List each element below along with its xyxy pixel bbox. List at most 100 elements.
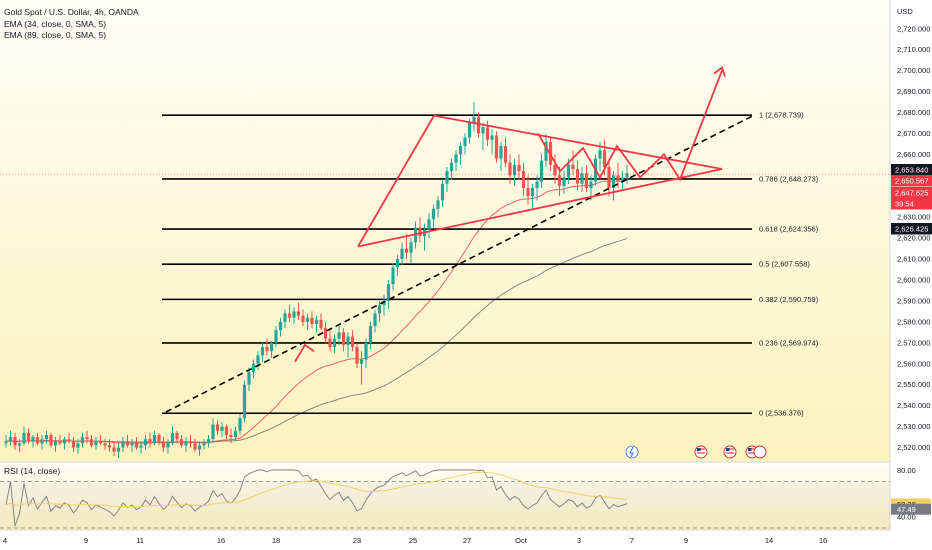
legend-rsi[interactable]: RSI (14, close)	[4, 466, 61, 476]
candle-body	[566, 164, 571, 178]
fibonacci-levels: 1 (2,678.739) 0.786 (2,648.273) 0.618 (2,6…	[162, 111, 819, 418]
price-tick-label: 2,580.000	[897, 317, 930, 326]
candle-body	[616, 175, 620, 182]
candle-body	[224, 426, 229, 435]
candle-body	[89, 439, 94, 446]
fib-level-label: 0.382 (2,590.759)	[759, 295, 819, 304]
candle-body	[278, 321, 283, 331]
candle-body	[229, 434, 233, 438]
time-tick-label: 9	[84, 536, 88, 545]
trend-drawings	[0, 66, 890, 413]
fib-level-label: 0.786 (2,648.273)	[759, 174, 819, 183]
time-tick-label: Oct	[515, 536, 528, 545]
candle-body	[341, 332, 346, 345]
candle-body	[418, 227, 422, 237]
candle-body	[463, 137, 467, 147]
price-tag-text: 39:54	[895, 200, 914, 209]
price-tag-text: 2,650.567	[895, 177, 928, 186]
candle-body	[359, 359, 364, 364]
candle-body	[481, 127, 485, 134]
candle-body	[571, 164, 575, 170]
price-axis[interactable]: USD 2,520.000 2,530.000 2,540.000 2,550.000 2…	[897, 7, 930, 452]
candle-body	[476, 116, 481, 134]
projected-path	[537, 70, 723, 182]
price-tick-label: 2,610.000	[897, 255, 930, 264]
candle-body	[323, 328, 328, 339]
symmetrical-triangle	[357, 114, 723, 248]
candle-body	[598, 150, 602, 159]
candle-body	[215, 424, 220, 431]
candle-body	[508, 162, 512, 176]
time-tick-label: 3	[577, 536, 581, 545]
candle-body	[305, 317, 310, 322]
candle-body	[166, 443, 170, 448]
candle-body	[467, 122, 472, 138]
candle-body	[368, 326, 373, 343]
candle-body	[562, 177, 566, 186]
flag-ring	[723, 445, 737, 459]
price-tag-box	[891, 187, 932, 199]
candle-body	[103, 443, 107, 446]
candle-body	[589, 181, 593, 188]
candle-body	[436, 200, 440, 209]
price-tag-text: 2,647.625	[895, 189, 928, 198]
candle-body	[521, 171, 526, 188]
candle-body	[157, 434, 161, 442]
event-markers[interactable]	[625, 445, 767, 459]
candle-body	[67, 439, 71, 442]
candle-body	[13, 437, 17, 446]
price-tag-text: 2,653.840	[895, 166, 928, 175]
candle-body	[35, 437, 40, 444]
price-tick-label: 2,590.000	[897, 296, 930, 305]
price-axis-unit: USD	[897, 7, 913, 16]
candle-body	[584, 173, 589, 188]
candle-body	[188, 441, 193, 444]
candle-body	[233, 430, 238, 438]
candle-body	[121, 441, 125, 448]
candle-body	[139, 445, 143, 448]
price-tag-text: 2,626.425	[895, 225, 928, 234]
candle-body	[152, 434, 157, 444]
flag-canton	[748, 448, 752, 451]
time-tick-label: 11	[136, 536, 144, 545]
candle-body	[355, 347, 359, 364]
rsi-value-tag	[891, 503, 931, 515]
price-tick-label: 2,680.000	[897, 108, 930, 117]
lightning-bolt-icon	[629, 446, 634, 458]
candle-body	[454, 154, 458, 163]
time-tick-label: 16	[819, 536, 827, 545]
fib-level-label: 0.5 (2,607.558)	[759, 260, 810, 269]
legend-ema-89[interactable]: EMA (89, close, 0, SMA, 5)	[4, 30, 107, 40]
time-axis[interactable]: 4 9 11 16 18 23 25 27 Oct 3 7 9 14 16	[3, 536, 827, 545]
candle-body	[44, 434, 49, 440]
legend-ema-34[interactable]: EMA (34, close, 0, SMA, 5)	[4, 19, 107, 29]
candle-body	[539, 160, 544, 182]
time-tick-label: 18	[272, 536, 280, 545]
candle-body	[143, 439, 148, 446]
candle-body	[404, 248, 409, 253]
candle-body	[553, 164, 557, 176]
time-tick-label: 9	[684, 536, 688, 545]
candle-body	[94, 441, 98, 446]
price-tick-label: 2,530.000	[897, 422, 930, 431]
candle-body	[503, 146, 508, 163]
price-tag-box	[891, 198, 932, 210]
candle-body	[184, 441, 188, 446]
candle-body	[440, 183, 445, 201]
legend-symbol[interactable]: Gold Spot / U.S. Dollar, 4h, OANDA	[4, 7, 139, 17]
candle-body	[530, 187, 535, 197]
candle-body	[485, 127, 490, 140]
price-tag-box	[891, 223, 932, 235]
candle-body	[220, 426, 224, 431]
candle-body	[611, 175, 616, 188]
candle-body	[391, 267, 395, 285]
us-flag-event-icon	[694, 445, 708, 459]
flag-ring-extra	[753, 445, 767, 459]
candle-body	[85, 437, 89, 440]
candle-body	[170, 432, 175, 444]
candle-body	[76, 443, 80, 448]
price-tick-label: 2,540.000	[897, 401, 930, 410]
candle-body	[260, 347, 265, 356]
time-tick-label: 23	[353, 536, 361, 545]
